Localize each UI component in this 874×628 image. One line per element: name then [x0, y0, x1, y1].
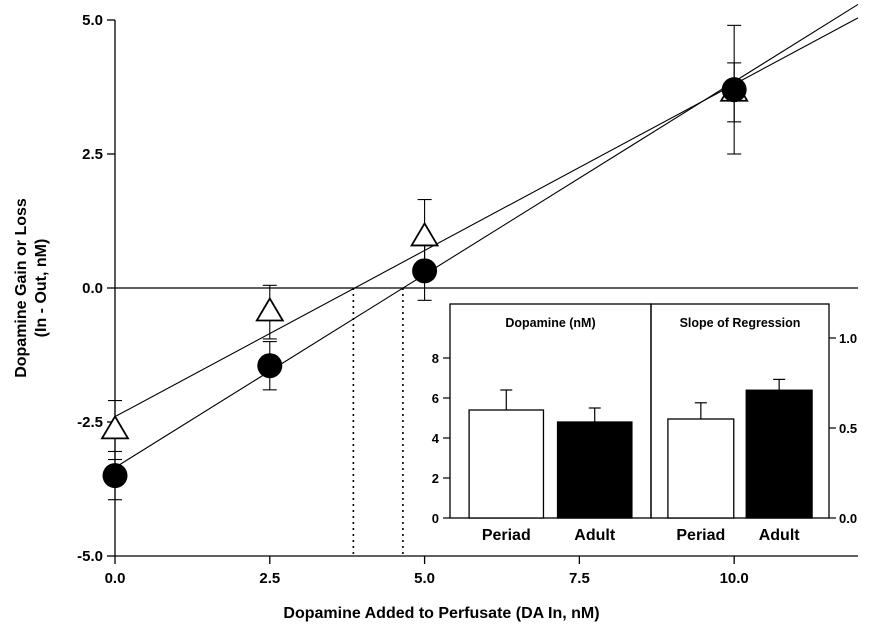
y-tick-label: -2.5: [77, 414, 103, 431]
x-tick-label: 0.0: [105, 570, 126, 587]
x-tick-label: 10.0: [720, 570, 749, 587]
inset-y-tick-label: 0.5: [839, 421, 857, 436]
inset-bar-adult: [745, 389, 813, 519]
data-point-filled-circle: [412, 258, 438, 284]
x-tick-label: 7.5: [569, 570, 590, 587]
y-axis-title: Dopamine Gain or Loss (In - Out, nM): [13, 198, 50, 378]
inset-category-label: Adult: [759, 527, 801, 544]
data-point-open-triangle: [255, 296, 285, 322]
inset-category-label: Periad: [676, 527, 725, 544]
inset-panel-frame: [650, 303, 830, 519]
inset-y-tick-label: 0: [432, 511, 439, 526]
data-point-open-triangle: [410, 221, 440, 247]
inset-y-tick-label: 1.0: [839, 331, 857, 346]
inset-y-tick-label: 6: [432, 391, 439, 406]
y-tick-label: 5.0: [82, 12, 103, 29]
inset-panel-title: Dopamine (nM): [505, 316, 595, 330]
inset-category-label: Periad: [482, 527, 531, 544]
y-tick-label: 2.5: [82, 146, 103, 163]
inset-bar-adult: [556, 421, 633, 519]
y-tick-label: -5.0: [77, 548, 103, 565]
inset-panel-title: Slope of Regression: [680, 316, 801, 330]
x-tick-label: 5.0: [414, 570, 435, 587]
y-axis-title-line: (In - Out, nM): [33, 239, 50, 338]
data-point-filled-circle: [721, 77, 747, 103]
inset-bar-periad: [468, 409, 545, 519]
inset-bar-periad: [667, 418, 735, 519]
inset-y-tick-label: 2: [432, 471, 439, 486]
inset-category-label: Adult: [574, 527, 616, 544]
inset-y-tick-label: 0.0: [839, 511, 857, 526]
data-point-filled-circle: [102, 463, 128, 489]
y-tick-label: 0.0: [82, 280, 103, 297]
inset-y-tick-label: 8: [432, 351, 439, 366]
inset-y-tick-label: 4: [432, 431, 440, 446]
x-axis-title: Dopamine Added to Perfusate (DA In, nM): [283, 605, 599, 622]
data-point-filled-circle: [257, 353, 283, 379]
x-tick-label: 2.5: [259, 570, 280, 587]
data-point-open-triangle: [100, 414, 130, 440]
y-axis-title-line: Dopamine Gain or Loss: [13, 198, 30, 378]
